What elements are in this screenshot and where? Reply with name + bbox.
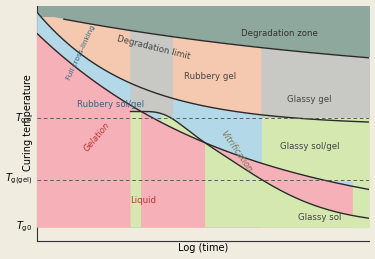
Y-axis label: Curing temperature: Curing temperature (23, 75, 33, 171)
Text: $T_{\mathregular{g(gel)}}$: $T_{\mathregular{g(gel)}}$ (5, 172, 32, 187)
Text: Glassy sol: Glassy sol (298, 213, 341, 222)
Text: $T_{\mathregular{g0}}$: $T_{\mathregular{g0}}$ (16, 219, 32, 234)
Text: Liquid: Liquid (130, 196, 157, 205)
Text: Full cross-linking: Full cross-linking (65, 24, 96, 81)
Text: Glassy gel: Glassy gel (287, 95, 332, 104)
Text: Degradation zone: Degradation zone (242, 29, 318, 38)
Text: Gelation: Gelation (82, 121, 112, 154)
Text: Glassy sol/gel: Glassy sol/gel (280, 142, 339, 151)
Text: $T_{\mathregular{g\infty}}$: $T_{\mathregular{g\infty}}$ (15, 111, 32, 126)
Text: Rubbery sol/gel: Rubbery sol/gel (77, 100, 144, 109)
X-axis label: Log (time): Log (time) (178, 243, 228, 254)
Text: Vitrification: Vitrification (219, 129, 254, 174)
Text: Degradation limit: Degradation limit (116, 34, 191, 61)
Text: Rubbery gel: Rubbery gel (184, 71, 236, 81)
